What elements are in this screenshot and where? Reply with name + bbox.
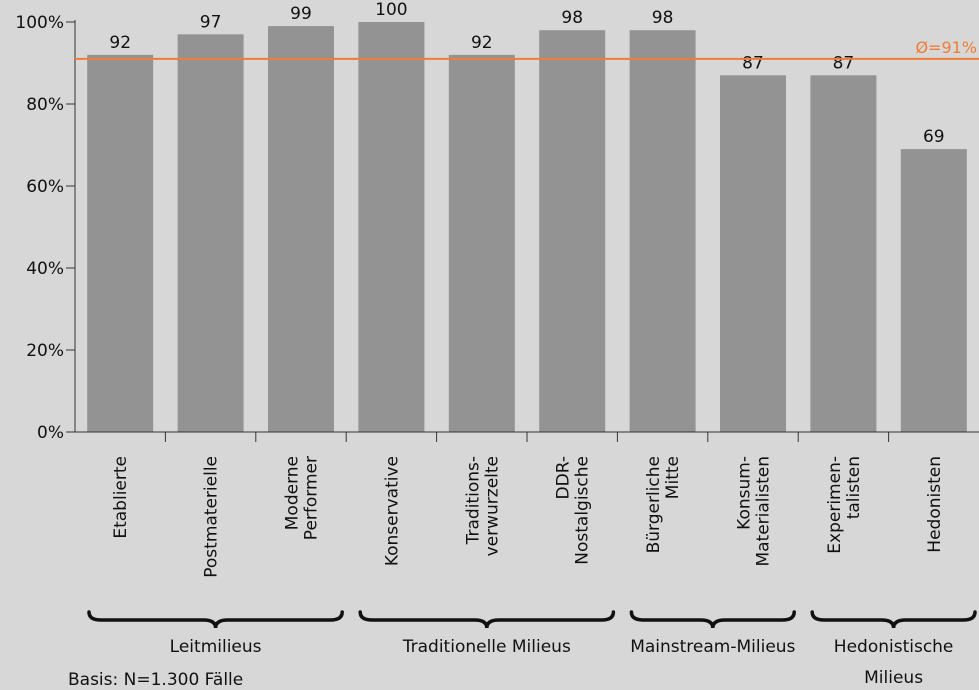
- group-label: Leitmilieus: [170, 637, 262, 657]
- data-label: 87: [833, 53, 855, 73]
- data-label: 98: [561, 8, 583, 28]
- bar: [448, 54, 515, 433]
- bar: [629, 30, 696, 432]
- x-tick-label: Traditions-verwurzelte: [463, 456, 502, 556]
- group-label: Traditionelle Milieus: [402, 637, 571, 657]
- data-label: 87: [742, 53, 764, 73]
- x-tick-label: Experimen-talisten: [825, 456, 864, 554]
- data-label: 98: [652, 8, 674, 28]
- data-label: 97: [200, 12, 222, 32]
- bar: [810, 75, 877, 433]
- x-tick-label: DDR-Nostalgische: [554, 456, 593, 565]
- group-brace: [629, 610, 796, 629]
- x-tick-label: Konservative: [382, 456, 402, 566]
- data-label: 92: [471, 33, 493, 53]
- y-tick-label: 80%: [26, 95, 64, 115]
- x-tick-label: BürgerlicheMitte: [644, 456, 683, 553]
- bar: [358, 22, 425, 432]
- bar: [87, 54, 154, 433]
- data-label: 92: [109, 33, 131, 53]
- data-label: 69: [923, 127, 945, 147]
- y-tick-label: 100%: [15, 13, 64, 33]
- x-tick-label: Postmaterielle: [202, 456, 222, 578]
- bar: [177, 34, 244, 433]
- x-tick-label: Etablierte: [111, 456, 131, 539]
- bar: [539, 30, 606, 432]
- bar: [900, 149, 967, 432]
- x-tick-label: ModernePerformer: [283, 456, 322, 540]
- data-label: 100: [375, 0, 407, 20]
- group-brace: [358, 610, 616, 629]
- group-label: Hedonistische Milieus: [834, 637, 954, 688]
- x-tick-label: Konsum-Materialisten: [735, 456, 774, 567]
- average-label: Ø=91%: [915, 38, 977, 57]
- group-brace: [810, 610, 977, 629]
- y-tick-label: 60%: [26, 177, 64, 197]
- footnote: Basis: N=1.300 Fälle: [68, 670, 244, 690]
- y-tick-label: 20%: [26, 341, 64, 361]
- group-brace: [87, 610, 344, 629]
- data-label: 99: [290, 4, 312, 24]
- bar: [720, 75, 786, 433]
- bar: [268, 26, 334, 432]
- y-tick-label: 40%: [26, 259, 64, 279]
- group-label: Mainstream-Milieus: [630, 637, 795, 657]
- x-tick-label: Hedonisten: [925, 456, 945, 553]
- y-tick-label: 0%: [37, 423, 64, 443]
